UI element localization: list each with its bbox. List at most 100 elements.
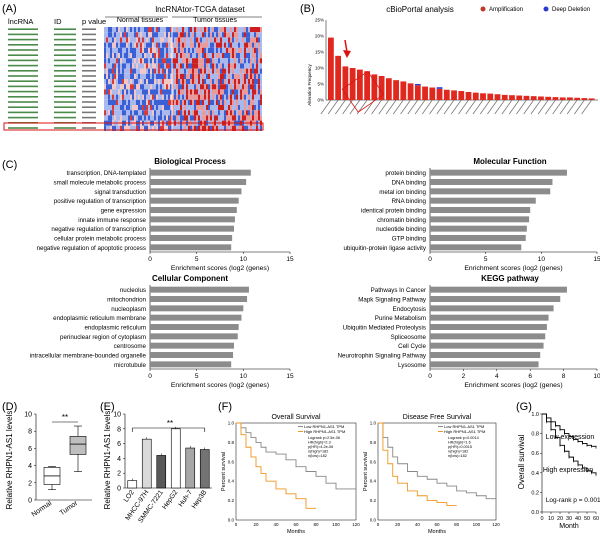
heatmap-cell <box>166 63 168 69</box>
heatmap-cell <box>212 73 214 79</box>
b-xtick-mark <box>400 99 411 115</box>
heatmap-cell <box>232 73 234 79</box>
heatmap-cell <box>184 115 186 121</box>
heatmap-cell <box>116 110 118 116</box>
heatmap-cell <box>234 79 236 85</box>
b-amplification-bar <box>574 97 581 100</box>
heatmap-cell <box>106 84 108 90</box>
f-xtick-label: 80 <box>454 522 460 527</box>
heatmap-cell <box>136 73 138 79</box>
b-amplification-bar <box>422 86 428 100</box>
heatmap-cell <box>192 27 194 33</box>
heatmap-cell <box>228 73 230 79</box>
b-xtick-mark <box>407 99 419 115</box>
b-deletion-bar <box>436 87 443 89</box>
heatmap-cell <box>104 68 106 74</box>
b-ytick-label: 20% <box>315 34 324 39</box>
c-xtick-label: 5 <box>195 256 199 263</box>
heatmap-cell <box>122 68 124 74</box>
heatmap-cell <box>210 53 212 59</box>
heatmap-cell <box>232 125 234 131</box>
heatmap-cell <box>216 58 218 64</box>
heatmap-cell <box>170 105 172 111</box>
c-bar <box>150 197 239 204</box>
heatmap-cell <box>118 58 120 64</box>
c-xtick-label: 10 <box>240 373 248 380</box>
heatmap-cell <box>136 79 138 85</box>
heatmap-cell <box>112 63 114 69</box>
d-category-label: Normal <box>31 500 54 519</box>
heatmap-cell <box>212 27 214 33</box>
heatmap-cell <box>178 68 180 74</box>
g-xtick-label: 20 <box>557 516 563 522</box>
heatmap-cell <box>134 47 136 53</box>
c-bar <box>150 169 251 176</box>
heatmap-cell <box>260 47 262 53</box>
heatmap-cell <box>142 79 144 85</box>
heatmap-cell <box>198 115 200 121</box>
heatmap-cell <box>252 47 254 53</box>
e-bar <box>199 449 210 489</box>
c-xlabel: Enrichment scores (log2 (genes) <box>171 265 269 272</box>
b-ytick-label: 25% <box>315 18 324 23</box>
heatmap-cell <box>236 68 238 74</box>
heatmap-cell <box>142 115 144 121</box>
row-name-mark <box>8 44 38 46</box>
heatmap-cell <box>120 53 122 59</box>
heatmap-cell <box>186 42 188 48</box>
heatmap-cell <box>200 73 202 79</box>
heatmap-cell <box>186 63 188 69</box>
heatmap-cell <box>202 84 204 90</box>
heatmap-cell <box>116 99 118 105</box>
heatmap-cell <box>112 79 114 85</box>
heatmap-cell <box>244 79 246 85</box>
heatmap-cell <box>204 105 206 111</box>
f-xtick-label: 80 <box>313 522 319 527</box>
heatmap-cell <box>126 37 128 43</box>
heatmap-cell <box>232 27 234 33</box>
heatmap-cell <box>184 58 186 64</box>
heatmap-cell <box>218 125 220 131</box>
heatmap-cell <box>254 125 256 131</box>
heatmap-cell <box>180 63 182 69</box>
heatmap-cell <box>206 53 208 59</box>
heatmap-cell <box>128 53 130 59</box>
heatmap-cell <box>150 42 152 48</box>
heatmap-cell <box>226 27 228 33</box>
heatmap-cell <box>194 84 196 90</box>
heatmap-cell <box>130 84 132 90</box>
heatmap-cell <box>192 58 194 64</box>
heatmap-cell <box>182 125 184 131</box>
heatmap-cell <box>134 115 136 121</box>
heatmap-cell <box>162 115 164 121</box>
heatmap-cell <box>204 89 206 95</box>
heatmap-cell <box>200 99 202 105</box>
heatmap-cell <box>224 68 226 74</box>
c-category-label: RNA binding <box>392 198 427 205</box>
b-amplification-bar <box>545 96 552 100</box>
c-xtick-label: 0 <box>428 256 432 263</box>
heatmap-cell <box>194 110 196 116</box>
heatmap-cell <box>170 37 172 43</box>
heatmap-cell <box>236 58 238 64</box>
heatmap-cell <box>194 105 196 111</box>
c-xtick-label: 5 <box>484 256 488 263</box>
heatmap-cell <box>116 63 118 69</box>
heatmap-cell <box>112 84 114 90</box>
heatmap-cell <box>146 63 148 69</box>
heatmap-cell <box>166 115 168 121</box>
g-xlabel: Month <box>559 523 579 530</box>
heatmap-cell <box>132 27 134 33</box>
heatmap-cell <box>212 58 214 64</box>
heatmap-cell <box>162 42 164 48</box>
col-header-lncrna: lncRNA <box>8 17 33 26</box>
heatmap-cell <box>136 115 138 121</box>
f-ytick-label: 1.0 <box>228 421 235 426</box>
heatmap-cell <box>228 84 230 90</box>
b-ytick-label: 5% <box>317 82 324 87</box>
heatmap-cell <box>196 53 198 59</box>
heatmap-cell <box>110 37 112 43</box>
heatmap-cell <box>246 68 248 74</box>
heatmap-cell <box>162 32 164 38</box>
